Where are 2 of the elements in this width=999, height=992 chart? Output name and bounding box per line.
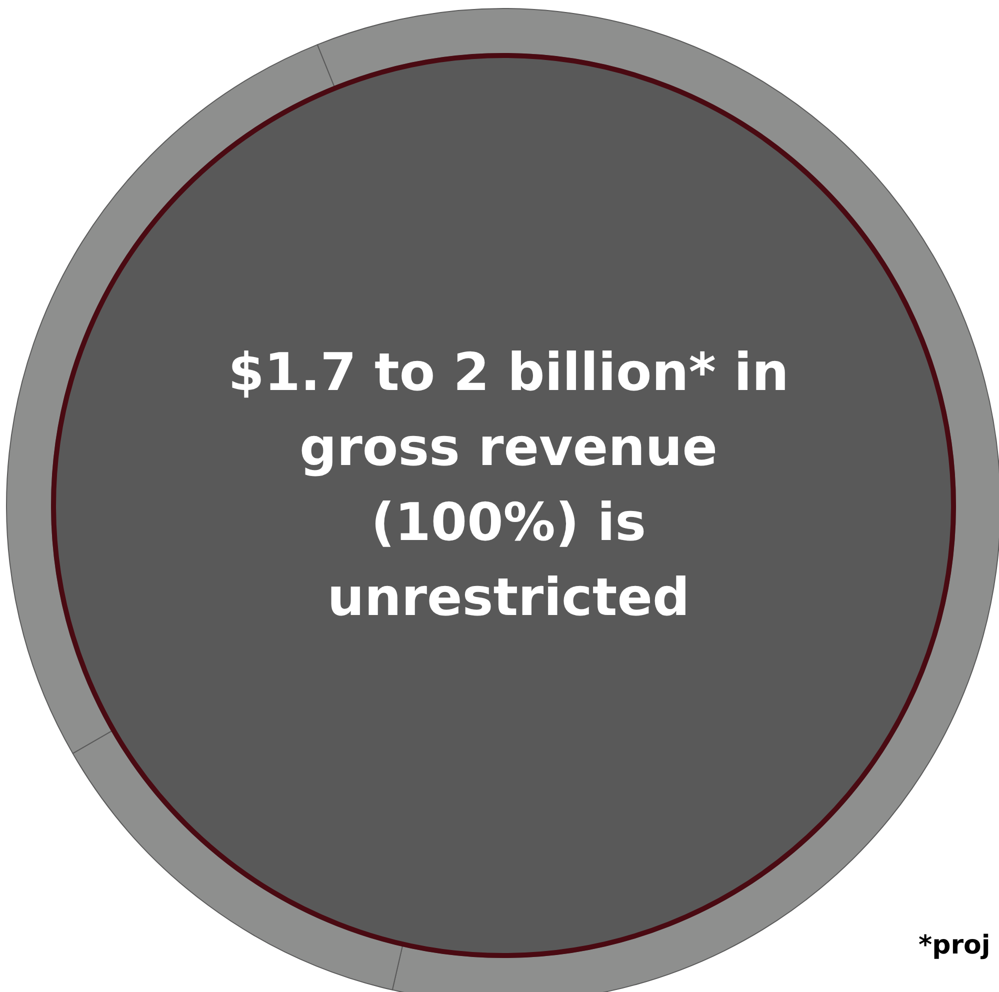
text: $1.7 to 2 billion* in gross revenue (100%) is unrestricted	[228, 343, 789, 628]
text: *proj	[918, 930, 990, 960]
